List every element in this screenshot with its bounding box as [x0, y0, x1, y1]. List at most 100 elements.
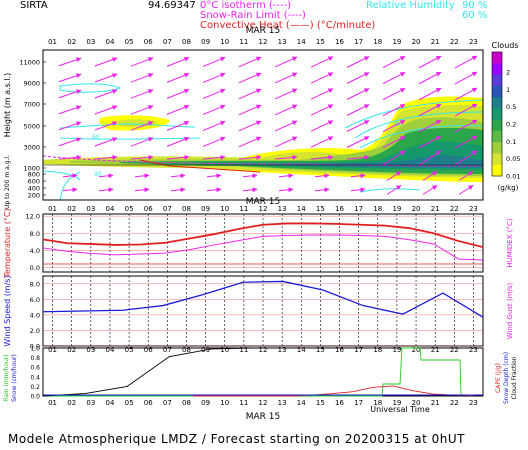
wind-arrow: [58, 89, 82, 99]
wind-arrow: [130, 105, 154, 115]
wind-arrow: [166, 104, 190, 115]
wind-arrow: [274, 120, 298, 132]
wind-arrow: [202, 154, 226, 160]
height-ylabel: Height (m a.s.l.): [3, 73, 12, 138]
height-ylabel-agl: Up to 200 m a.g.l.: [4, 155, 11, 209]
wind-arrow: [418, 55, 442, 69]
wind-arrow: [202, 120, 226, 132]
colorbar-tick-label: 0.05: [506, 155, 520, 163]
wind-arrow: [134, 187, 150, 193]
hour-label: 05: [125, 346, 134, 354]
wind-arrow: [94, 121, 118, 131]
colorbar-segment: [492, 153, 502, 166]
precip-tick-label: 0.8: [30, 355, 40, 362]
rh-contour-label-3: 60: [395, 121, 403, 128]
hour-label: 16: [335, 346, 344, 354]
hour-label: 08: [182, 205, 191, 213]
gust-ylabel: Wind Gust (m/s): [506, 282, 514, 339]
wind-arrow: [274, 56, 298, 68]
wind-arrow: [346, 120, 370, 132]
wind-arrow: [130, 154, 154, 160]
wind-arrow: [202, 72, 226, 84]
hour-ticks-bot: 01 02 03 04 05 06 07 08 09 10 11 12 13 14 15 16 17 18 19 20…: [48, 346, 478, 407]
wind-arrow: [310, 120, 334, 132]
precip-panel: 01 02 03 04 05 06 07 08 09 10 11 12 13 14 15 16 17 18 19 20…: [3, 346, 518, 423]
height-tick-label: 400: [28, 185, 40, 193]
colorbar-segment: [492, 97, 502, 109]
wind-arrow: [418, 87, 442, 101]
wind-arrow: [58, 121, 82, 131]
colorbar-tick-label: 0.1: [506, 138, 516, 146]
wind-arrow: [310, 154, 334, 160]
wind-arrow: [98, 173, 114, 179]
wind-arrow: [386, 185, 402, 195]
wind-arrow: [130, 89, 154, 99]
hour-label: 06: [144, 205, 153, 213]
wind-arrow: [166, 88, 190, 99]
wind-arrow: [206, 173, 222, 179]
hour-label: 17: [354, 38, 363, 46]
hour-label: 07: [163, 346, 172, 354]
hour-label-bottom: 10: [220, 399, 229, 407]
hour-label: 10: [220, 38, 229, 46]
colorbar-frame: [491, 51, 503, 177]
wind-arrow: [454, 103, 478, 117]
hour-label: 22: [450, 38, 459, 46]
legend-rh-60: 60 %: [462, 10, 487, 21]
height-tick-label: 7000: [23, 101, 40, 109]
wind-arrow: [130, 121, 154, 131]
hour-label: 03: [86, 346, 95, 354]
y-tick-label: 4.0: [30, 311, 40, 319]
hour-label: 11: [239, 346, 248, 354]
hour-label: 01: [48, 38, 57, 46]
precip-tick-label: 1.0: [30, 346, 40, 353]
wind-arrow: [346, 72, 370, 84]
hour-label: 23: [469, 38, 478, 46]
wind-speed-line: [42, 280, 484, 318]
cape-line: [193, 385, 474, 397]
hour-label: 12: [259, 38, 268, 46]
y-tick-label: 8.0: [30, 280, 40, 288]
wind-arrow: [130, 137, 154, 147]
colorbar-segment: [492, 85, 502, 98]
colorbar-segment: [492, 52, 502, 64]
hour-label: 04: [105, 38, 114, 46]
hour-label: 13: [278, 346, 287, 354]
hour-label: 02: [67, 205, 76, 213]
wind-arrow: [422, 171, 438, 181]
wind-arrow: [310, 104, 334, 116]
rain-ylabel: Rain (mm/hour): [3, 354, 10, 401]
hour-label-bottom: 03: [86, 399, 95, 407]
wind-arrow: [458, 185, 474, 195]
colorbar-tick-label: 1: [506, 86, 510, 94]
temperature-line: [42, 222, 484, 248]
wind-arrow: [94, 105, 118, 115]
wind-arrow: [382, 119, 406, 133]
wind-arrow: [94, 73, 118, 83]
date-label-bottom: MAR 15: [246, 412, 281, 422]
hour-label-bottom: 20: [412, 399, 421, 407]
hour-label: 04: [105, 205, 114, 213]
wind-arrow: [382, 71, 406, 85]
hour-label-bottom: 11: [239, 399, 248, 407]
height-tick-label: 200: [28, 192, 40, 200]
hour-label: 13: [278, 205, 287, 213]
wind-arrow: [350, 173, 366, 179]
wind-arrow: [94, 154, 118, 160]
wind-arrow: [202, 104, 226, 116]
wind-arrow: [58, 57, 82, 67]
wind-arrow: [62, 187, 78, 193]
legend-rh-90: 90 %: [462, 0, 487, 11]
legend-rh: Relative Humidity: [366, 0, 455, 11]
wind-ylabel: Wind Speed (m/s): [3, 275, 12, 346]
wind-arrow: [166, 56, 190, 67]
hour-label: 14: [297, 346, 306, 354]
precip-tick-label: 0.6: [30, 365, 40, 372]
wind-arrow: [166, 72, 190, 83]
hour-label-bottom: 09: [201, 399, 210, 407]
hour-label: 18: [373, 346, 382, 354]
height-tick-label: 11000: [19, 59, 40, 67]
wind-arrow: [386, 171, 402, 181]
snow-depth-ylabel: Snow Depth (cm): [503, 352, 510, 404]
